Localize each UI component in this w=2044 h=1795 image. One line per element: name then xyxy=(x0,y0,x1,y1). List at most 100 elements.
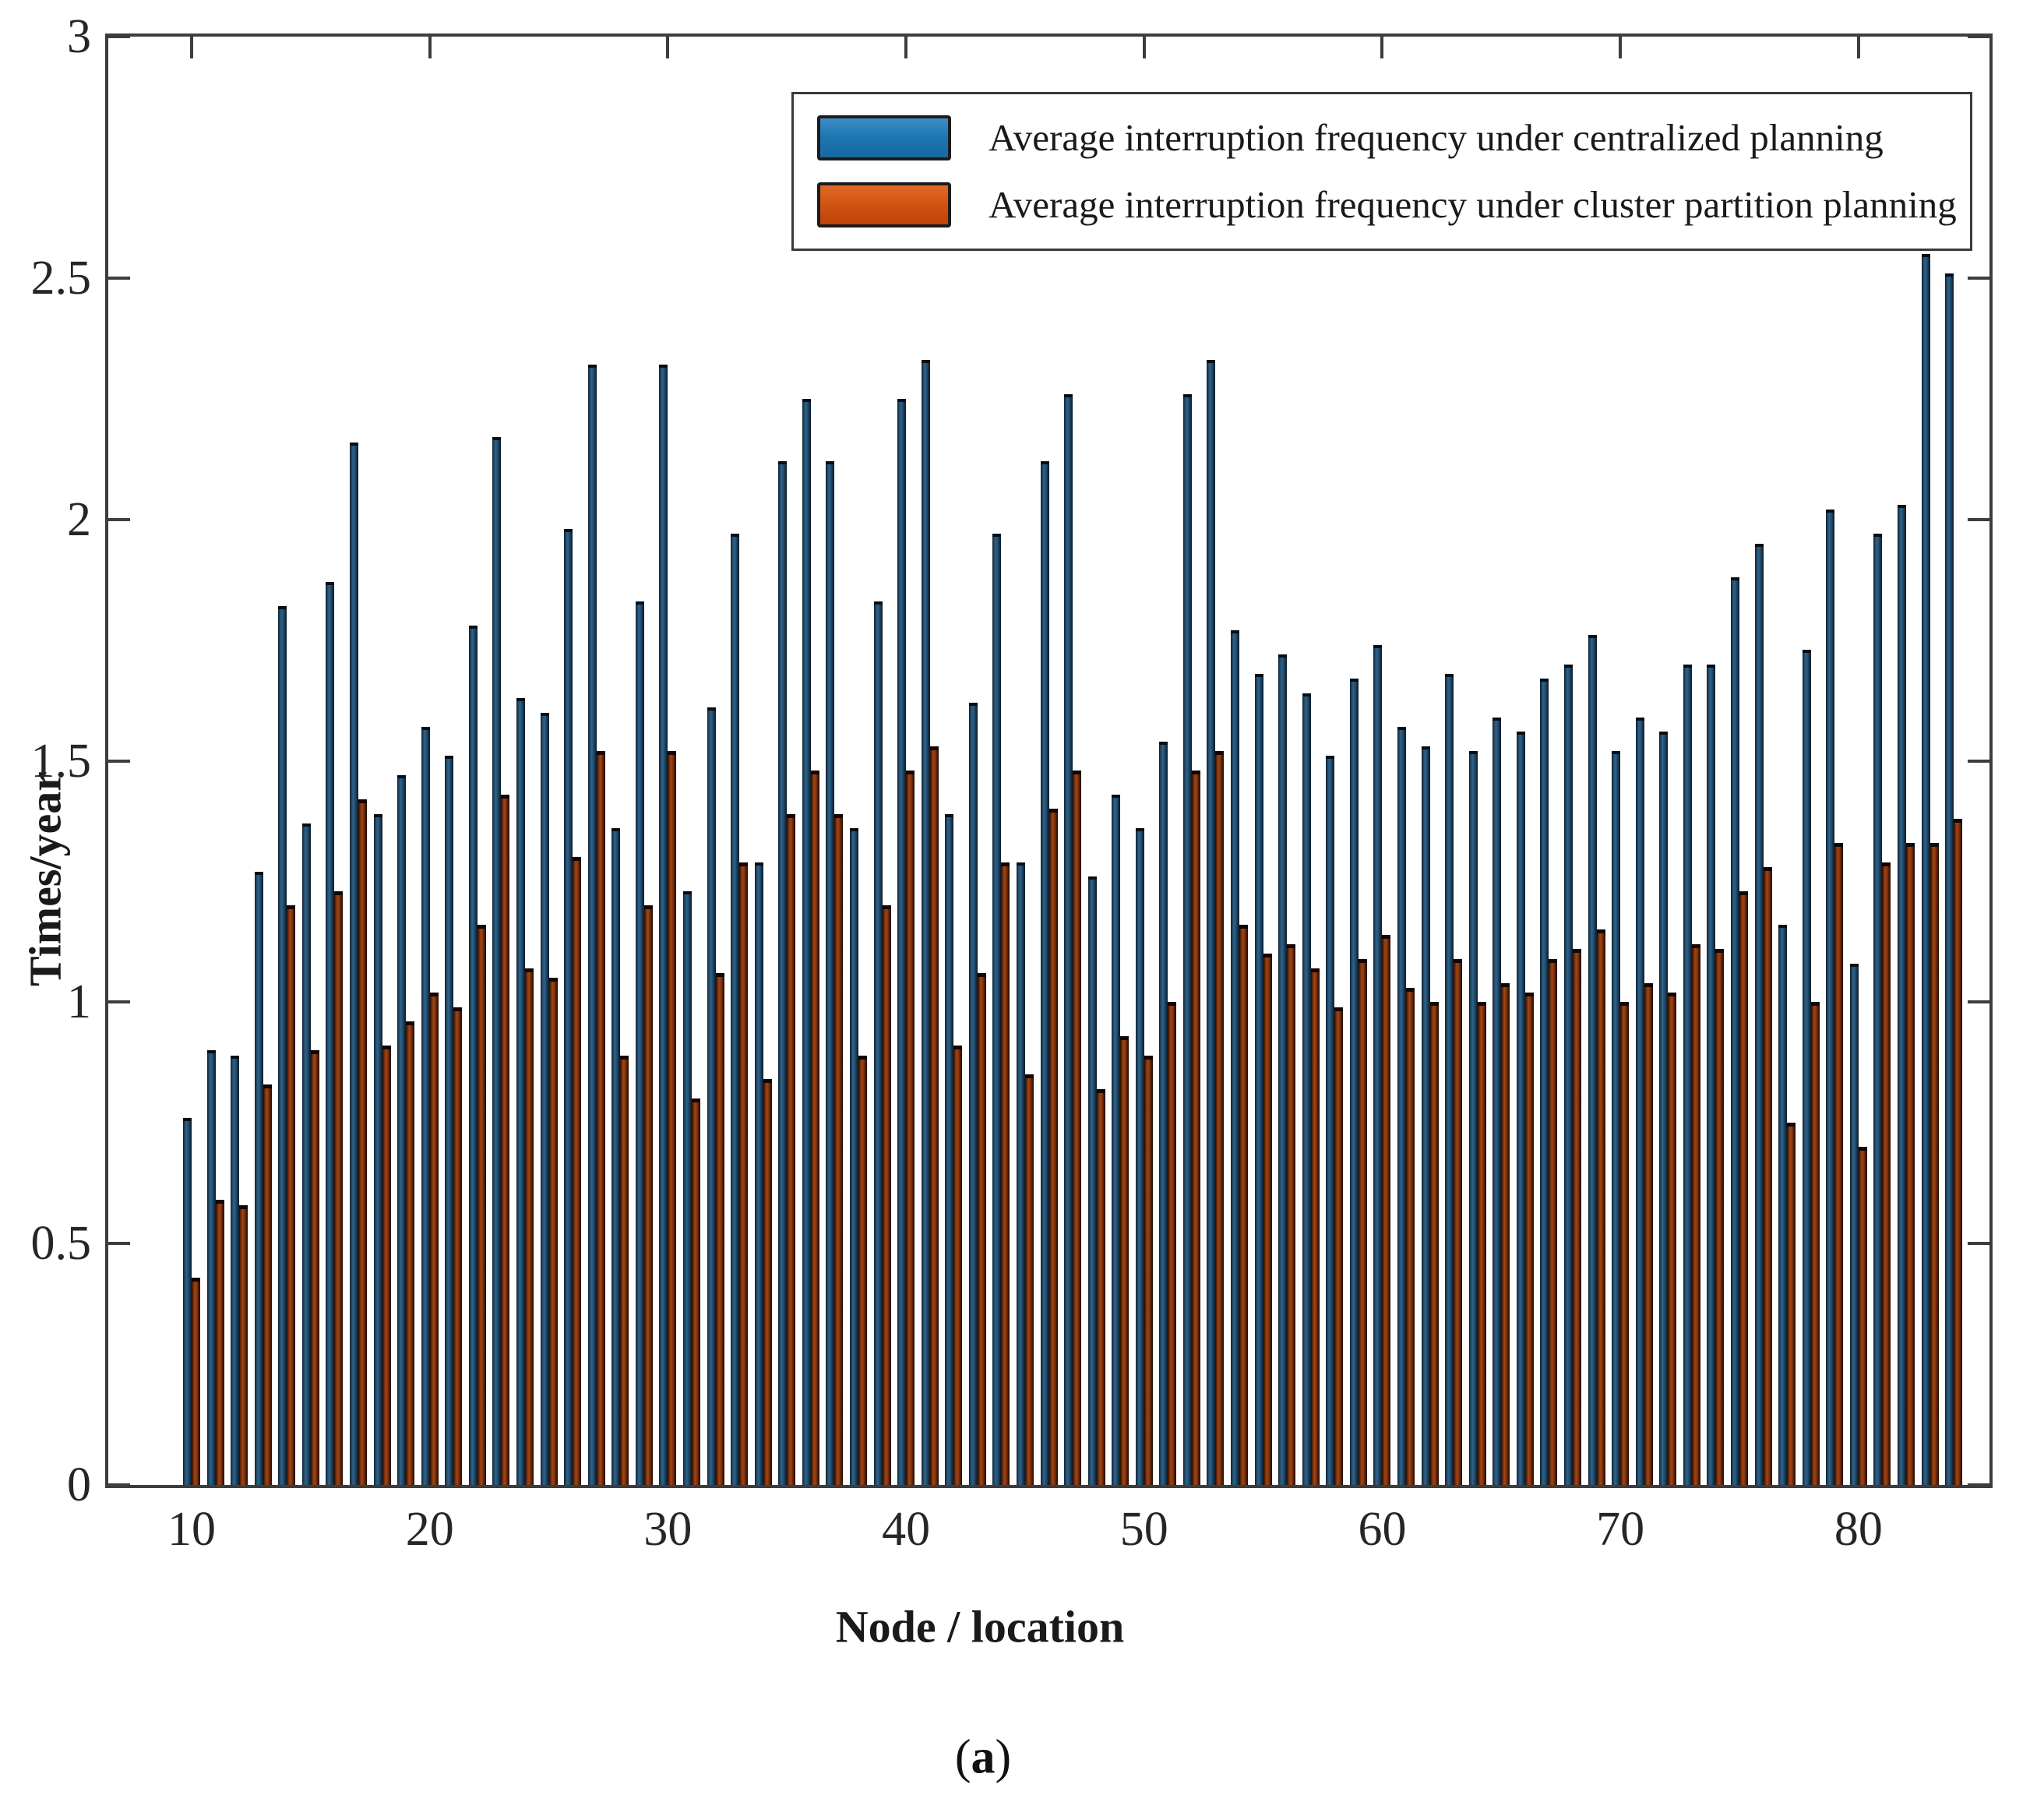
subfigure-caption: (a) xyxy=(955,1730,1011,1786)
bar-cluster-partition-node-14 xyxy=(287,905,296,1485)
bar-cluster-partition-node-19 xyxy=(406,1021,415,1485)
legend-label-cluster-partition: Average interruption frequency under clu… xyxy=(989,182,1957,226)
bar-cluster-partition-node-47 xyxy=(1073,770,1082,1485)
bar-cluster-partition-node-45 xyxy=(1024,1074,1034,1485)
bar-centralized-node-65 xyxy=(1492,717,1502,1485)
x-tick xyxy=(1380,37,1384,58)
caption-close: ) xyxy=(995,1730,1012,1784)
bar-centralized-node-25 xyxy=(540,712,549,1485)
bar-centralized-node-10 xyxy=(182,1118,192,1485)
bar-cluster-partition-node-16 xyxy=(334,890,344,1485)
bar-centralized-node-80 xyxy=(1849,963,1859,1485)
bar-cluster-partition-node-73 xyxy=(1691,943,1700,1485)
bar-cluster-partition-node-24 xyxy=(524,968,534,1485)
bar-cluster-partition-node-53 xyxy=(1215,751,1225,1485)
bar-centralized-node-40 xyxy=(897,398,907,1485)
bar-centralized-node-53 xyxy=(1207,360,1216,1485)
bar-cluster-partition-node-18 xyxy=(382,1046,391,1485)
caption-open: ( xyxy=(954,1730,971,1784)
bar-centralized-node-15 xyxy=(301,823,311,1485)
bar-cluster-partition-node-25 xyxy=(548,978,558,1485)
bar-centralized-node-56 xyxy=(1278,654,1288,1485)
bar-cluster-partition-node-50 xyxy=(1144,1055,1153,1485)
bar-centralized-node-55 xyxy=(1254,673,1263,1485)
bar-centralized-node-48 xyxy=(1087,876,1097,1485)
bar-cluster-partition-node-60 xyxy=(1382,934,1391,1485)
bar-cluster-partition-node-78 xyxy=(1810,1002,1820,1485)
bar-cluster-partition-node-48 xyxy=(1096,1088,1105,1485)
bar-centralized-node-54 xyxy=(1231,630,1240,1485)
y-tick xyxy=(1968,1000,1989,1004)
bar-cluster-partition-node-49 xyxy=(1120,1035,1129,1485)
bar-centralized-node-18 xyxy=(373,813,382,1485)
bar-centralized-node-12 xyxy=(231,1055,240,1485)
x-tick xyxy=(1142,37,1146,58)
bar-cluster-partition-node-22 xyxy=(477,925,486,1485)
bar-cluster-partition-node-36 xyxy=(810,770,819,1485)
bar-cluster-partition-node-83 xyxy=(1929,842,1939,1485)
legend: Average interruption frequency under cen… xyxy=(791,92,1972,251)
y-tick-label: 2.5 xyxy=(30,251,92,305)
bar-cluster-partition-node-77 xyxy=(1787,1123,1796,1485)
bar-centralized-node-42 xyxy=(945,813,954,1485)
x-tick-label: 70 xyxy=(1596,1503,1645,1556)
bar-centralized-node-67 xyxy=(1540,679,1549,1485)
bar-centralized-node-38 xyxy=(849,828,858,1485)
bar-centralized-node-62 xyxy=(1421,746,1430,1485)
bar-centralized-node-39 xyxy=(873,601,883,1485)
bar-cluster-partition-node-68 xyxy=(1573,949,1582,1485)
bar-cluster-partition-node-82 xyxy=(1906,842,1915,1485)
bar-cluster-partition-node-41 xyxy=(929,746,939,1485)
bar-centralized-node-41 xyxy=(921,360,930,1485)
y-tick-label: 0 xyxy=(67,1458,91,1511)
bar-cluster-partition-node-51 xyxy=(1168,1002,1177,1485)
y-tick-label: 1 xyxy=(67,975,91,1029)
bar-centralized-node-23 xyxy=(492,437,502,1485)
bar-cluster-partition-node-56 xyxy=(1287,943,1296,1485)
bar-cluster-partition-node-70 xyxy=(1620,1002,1630,1485)
bar-centralized-node-70 xyxy=(1612,751,1621,1485)
bar-centralized-node-14 xyxy=(278,606,287,1485)
x-axis-title: Node / location xyxy=(835,1601,1125,1652)
y-tick xyxy=(1968,1242,1989,1246)
bar-cluster-partition-node-57 xyxy=(1310,968,1320,1485)
legend-swatch-centralized-icon xyxy=(817,115,951,161)
bar-cluster-partition-node-72 xyxy=(1668,992,1677,1485)
bar-cluster-partition-node-59 xyxy=(1358,958,1367,1485)
bar-centralized-node-77 xyxy=(1778,925,1788,1485)
bar-centralized-node-64 xyxy=(1468,751,1478,1485)
bar-centralized-node-19 xyxy=(397,775,407,1485)
bar-cluster-partition-node-28 xyxy=(620,1055,629,1485)
y-tick xyxy=(108,1242,130,1246)
bar-centralized-node-33 xyxy=(731,534,740,1485)
bar-cluster-partition-node-40 xyxy=(906,770,915,1485)
bar-centralized-node-17 xyxy=(349,442,358,1485)
bar-cluster-partition-node-64 xyxy=(1477,1002,1486,1485)
bar-centralized-node-78 xyxy=(1802,649,1811,1485)
bar-centralized-node-13 xyxy=(254,872,263,1485)
x-tick xyxy=(1856,37,1860,58)
bar-cluster-partition-node-52 xyxy=(1191,770,1200,1485)
bar-cluster-partition-node-39 xyxy=(882,905,891,1485)
caption-letter: a xyxy=(971,1730,996,1784)
bar-centralized-node-28 xyxy=(611,828,621,1485)
bar-cluster-partition-node-26 xyxy=(573,857,582,1485)
y-tick xyxy=(1968,517,1989,521)
y-tick xyxy=(108,517,130,521)
bar-cluster-partition-node-21 xyxy=(453,1007,463,1485)
bar-cluster-partition-node-67 xyxy=(1549,958,1558,1485)
bar-centralized-node-74 xyxy=(1707,664,1716,1485)
bar-centralized-node-46 xyxy=(1040,461,1049,1485)
bar-centralized-node-75 xyxy=(1731,577,1740,1485)
bar-cluster-partition-node-31 xyxy=(691,1099,700,1485)
bar-cluster-partition-node-27 xyxy=(596,751,605,1485)
bar-centralized-node-82 xyxy=(1898,505,1906,1485)
y-tick-label: 0.5 xyxy=(30,1217,92,1271)
x-tick xyxy=(189,37,193,58)
bar-centralized-node-24 xyxy=(516,697,525,1485)
bar-cluster-partition-node-37 xyxy=(834,813,844,1485)
bar-cluster-partition-node-30 xyxy=(668,751,677,1485)
bar-cluster-partition-node-76 xyxy=(1763,866,1772,1485)
bar-cluster-partition-node-34 xyxy=(763,1079,772,1485)
bar-centralized-node-11 xyxy=(206,1050,216,1485)
